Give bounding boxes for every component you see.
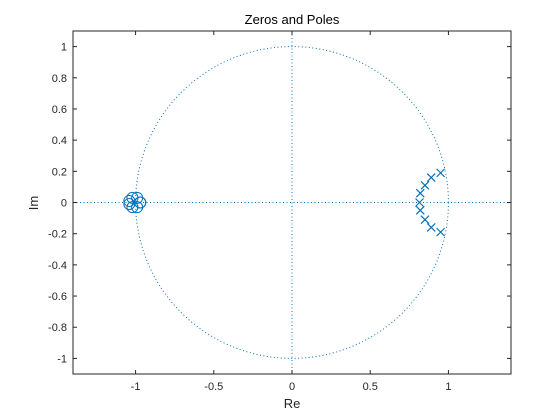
- y-tick-label: -0.8: [48, 322, 67, 334]
- pole-marker: [426, 173, 436, 182]
- pole-marker-stroke: [420, 215, 430, 225]
- pole-marker-stroke: [426, 223, 436, 232]
- x-tick-label: 0: [289, 381, 295, 393]
- y-tick-label: 0.8: [52, 73, 67, 85]
- pole-marker: [415, 198, 424, 207]
- chart-title: Zeros and Poles: [245, 12, 340, 27]
- pole-marker: [420, 215, 430, 225]
- y-axis-label: Im: [26, 196, 41, 210]
- x-tick-label: -1: [131, 381, 141, 393]
- y-tick-label: 0.6: [52, 104, 67, 116]
- pole-marker: [415, 188, 425, 198]
- pole-marker: [436, 168, 446, 178]
- pole-marker: [420, 180, 430, 190]
- x-tick-label: -0.5: [204, 381, 223, 393]
- y-tick-label: 1: [61, 42, 67, 54]
- x-tick-label: 1: [445, 381, 451, 393]
- pole-marker: [426, 223, 436, 232]
- pole-marker-stroke: [420, 180, 430, 190]
- y-axis-ticks: 1 0.8 0.6 0.4 0.2 0 -0.2 -0.4 -0.6 -0.8 -1: [48, 42, 511, 365]
- pole-marker: [436, 227, 446, 237]
- y-tick-label: -0.2: [48, 229, 67, 241]
- pole-marker-stroke: [415, 188, 425, 198]
- y-tick-label: -0.6: [48, 291, 67, 303]
- plot-area: [72, 30, 512, 375]
- y-tick-label: -0.4: [48, 260, 67, 272]
- pole-marker: [415, 205, 425, 215]
- pole-marker-stroke: [436, 227, 446, 237]
- zeros-series: [123, 191, 147, 214]
- y-tick-label: 0.4: [52, 135, 67, 147]
- poles-series: [415, 168, 446, 237]
- pole-marker-stroke: [426, 173, 436, 182]
- y-tick-label: 0: [61, 198, 67, 210]
- x-tick-label: 0.5: [363, 381, 378, 393]
- zero-marker: [134, 196, 147, 209]
- y-tick-label: -1: [57, 353, 67, 365]
- pole-marker-stroke: [415, 205, 425, 215]
- x-axis-ticks: -1 -0.5 0 0.5 1: [131, 31, 451, 393]
- x-axis-label: Re: [284, 396, 301, 411]
- pole-marker-stroke: [415, 198, 424, 207]
- y-tick-label: 0.2: [52, 166, 67, 178]
- pole-marker-stroke: [436, 168, 446, 178]
